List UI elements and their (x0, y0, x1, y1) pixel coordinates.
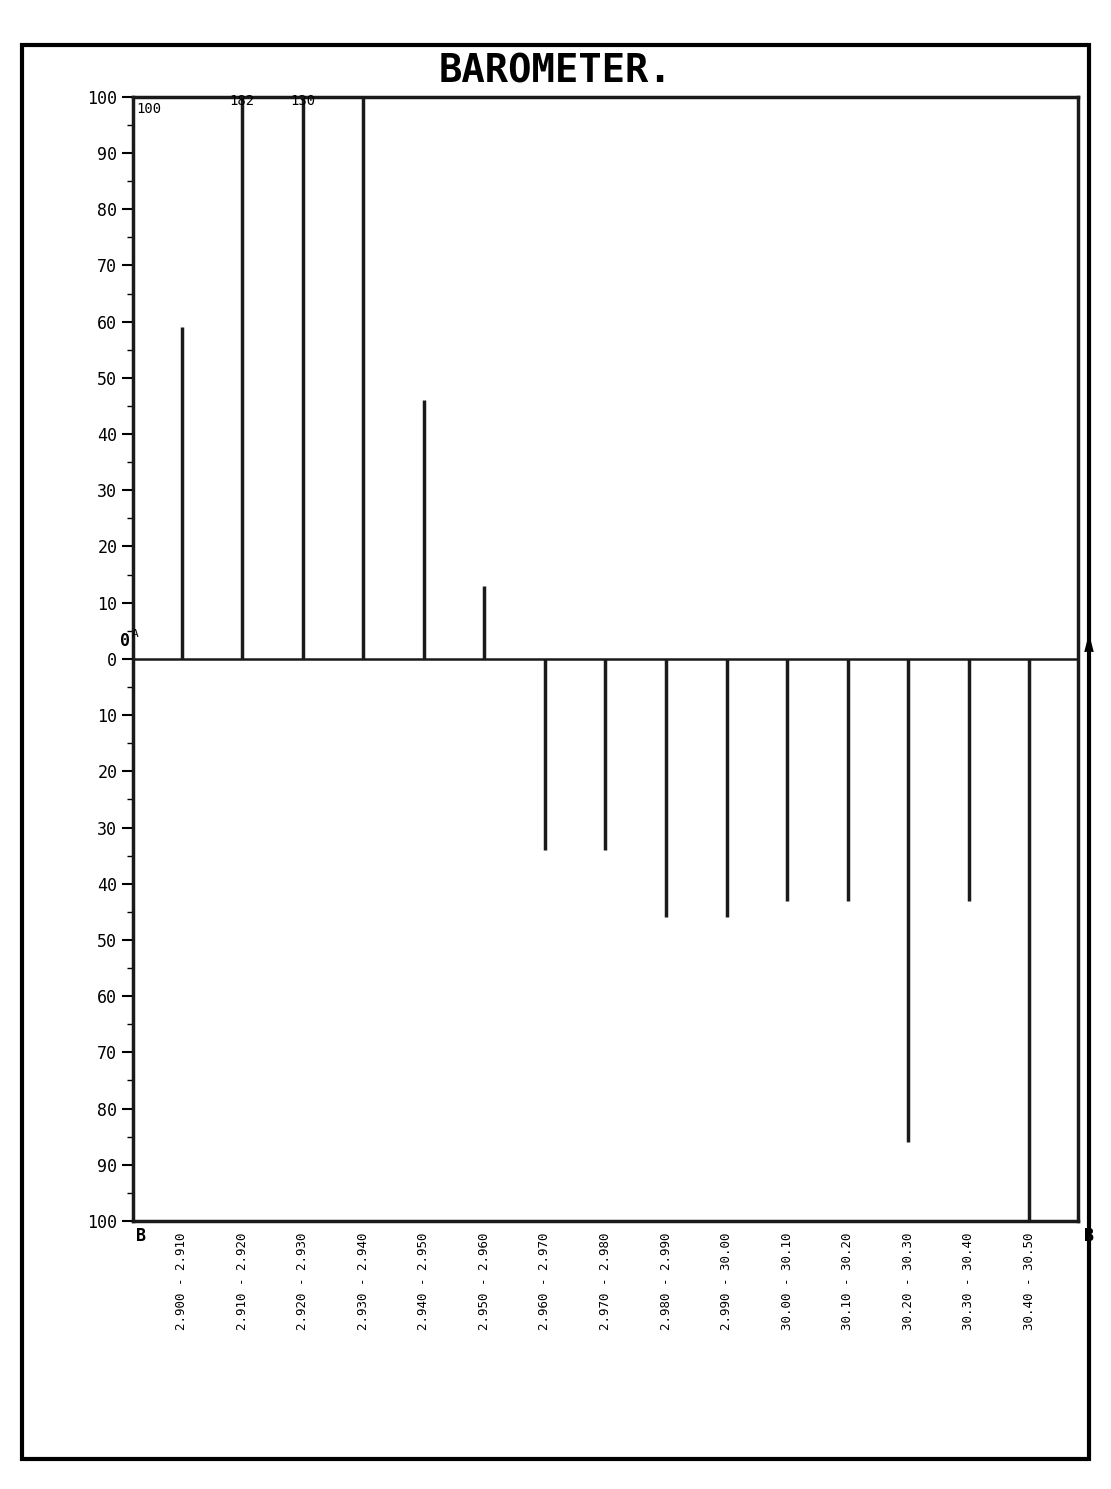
Text: A: A (1083, 639, 1093, 657)
Text: 30.40 - 30.50: 30.40 - 30.50 (1023, 1233, 1035, 1330)
Text: 2.930 - 2.940: 2.930 - 2.940 (357, 1233, 370, 1330)
Text: 30.30 - 30.40: 30.30 - 30.40 (962, 1233, 975, 1330)
Text: 2.910 - 2.920: 2.910 - 2.920 (236, 1233, 249, 1330)
Text: 2.960 - 2.970: 2.960 - 2.970 (539, 1233, 551, 1330)
Text: 0: 0 (120, 633, 130, 651)
Text: BAROMETER.: BAROMETER. (439, 52, 672, 91)
Text: 30.20 - 30.30: 30.20 - 30.30 (902, 1233, 914, 1330)
Text: 2.990 - 30.00: 2.990 - 30.00 (720, 1233, 733, 1330)
Text: 2.970 - 2.980: 2.970 - 2.980 (599, 1233, 612, 1330)
Text: 2.900 - 2.910: 2.900 - 2.910 (176, 1233, 188, 1330)
Text: 2.950 - 2.960: 2.950 - 2.960 (478, 1233, 491, 1330)
Text: 182: 182 (230, 94, 254, 109)
Text: A: A (131, 630, 138, 639)
Text: 2.940 - 2.950: 2.940 - 2.950 (418, 1233, 430, 1330)
Text: 30.00 - 30.10: 30.00 - 30.10 (781, 1233, 793, 1330)
Text: 100: 100 (137, 103, 161, 116)
Text: 2.980 - 2.990: 2.980 - 2.990 (660, 1233, 672, 1330)
Text: 2.920 - 2.930: 2.920 - 2.930 (297, 1233, 309, 1330)
Text: B: B (137, 1227, 147, 1245)
Text: 130: 130 (290, 94, 316, 109)
Text: B: B (1083, 1227, 1093, 1245)
Text: 30.10 - 30.20: 30.10 - 30.20 (841, 1233, 854, 1330)
